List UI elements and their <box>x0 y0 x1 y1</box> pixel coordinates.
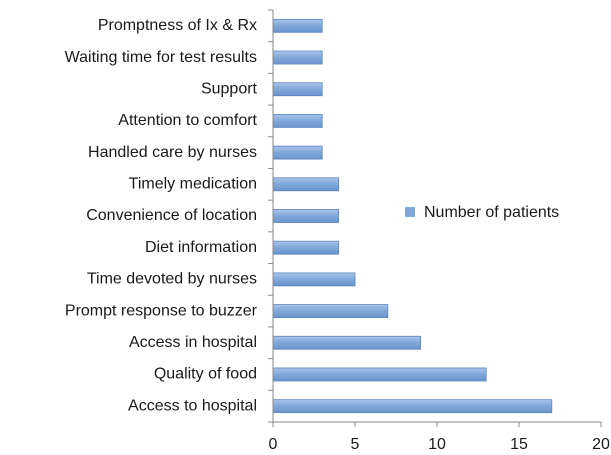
y-tick-label: Diet information <box>145 239 257 256</box>
bar <box>272 114 323 128</box>
bar <box>272 335 422 350</box>
bar <box>272 272 356 287</box>
bar <box>272 399 553 414</box>
bar <box>272 240 339 255</box>
x-tick-label: 10 <box>428 436 446 453</box>
y-tick-label: Waiting time for test results <box>65 49 257 66</box>
bar <box>272 50 323 65</box>
y-tick-label: Access in hospital <box>129 334 257 351</box>
bar <box>272 367 487 382</box>
y-tick-label: Promptness of Ix & Rx <box>98 17 257 34</box>
x-tick-label: 20 <box>592 436 610 453</box>
y-tick-label: Timely medication <box>129 176 257 193</box>
bar <box>272 304 389 318</box>
bar <box>272 177 339 192</box>
y-tick-label: Access to hospital <box>128 397 257 414</box>
y-tick-label: Support <box>201 80 258 97</box>
x-tick-label: 15 <box>510 436 528 453</box>
x-tick-label: 5 <box>351 436 360 453</box>
y-tick-label: Quality of food <box>154 366 257 383</box>
legend-swatch <box>405 207 415 217</box>
y-tick-label: Handled care by nurses <box>88 144 257 161</box>
y-tick-label: Prompt response to buzzer <box>65 302 258 319</box>
legend-label: Number of patients <box>424 204 559 221</box>
y-tick-label: Convenience of location <box>86 207 257 224</box>
x-tick-label: 0 <box>269 436 278 453</box>
bar <box>272 82 323 97</box>
bar <box>272 209 339 223</box>
y-tick-label: Time devoted by nurses <box>87 271 257 288</box>
bar <box>272 145 323 160</box>
bar <box>272 18 323 33</box>
y-tick-label: Attention to comfort <box>118 112 257 129</box>
